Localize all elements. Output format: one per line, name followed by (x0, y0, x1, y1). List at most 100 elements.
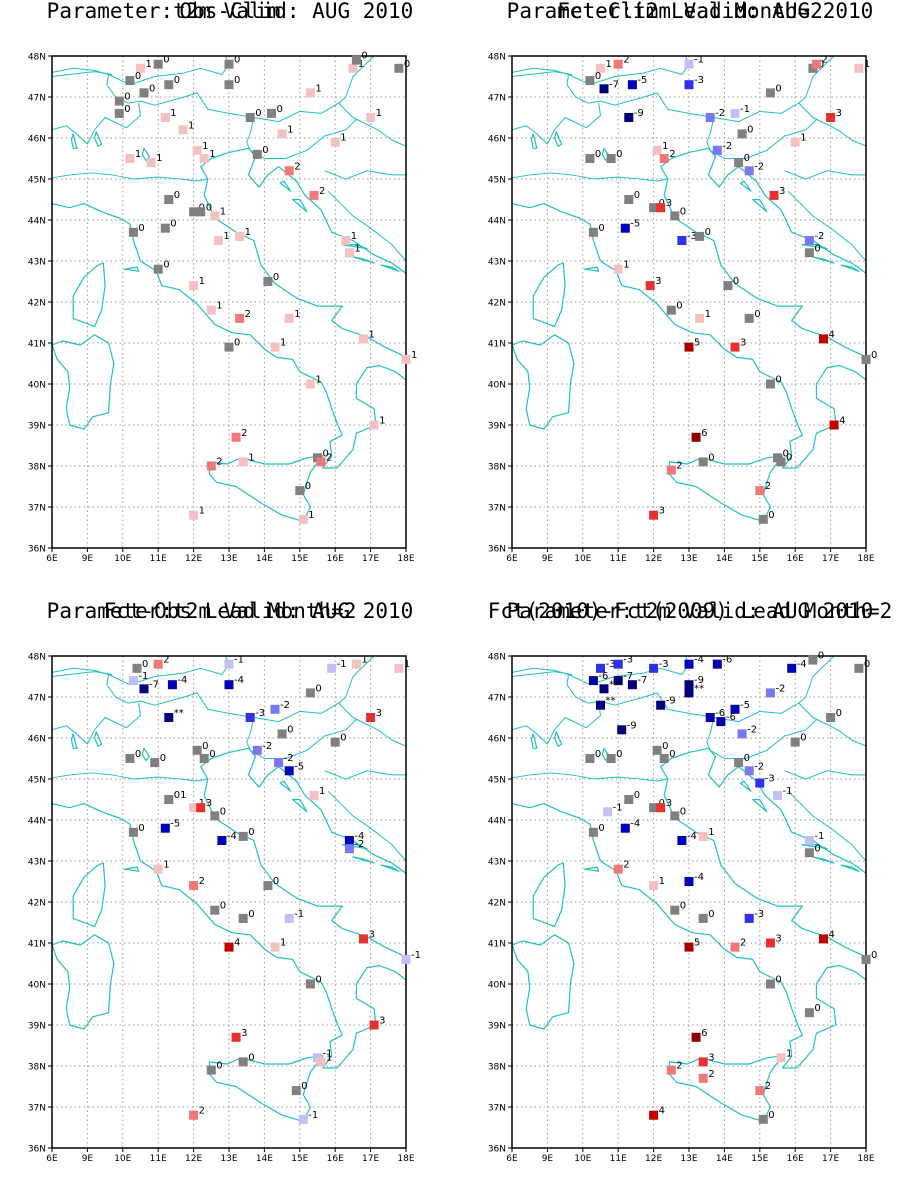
x-tick-label: 12E (185, 1154, 202, 1164)
y-tick-label: 45N (28, 176, 46, 186)
station-value-label: ** (174, 708, 184, 719)
station-marker (723, 281, 733, 291)
station-value-label: 4 (829, 329, 835, 340)
station-value-label: 0 (708, 452, 714, 463)
coast-island (584, 866, 600, 872)
station-marker (298, 1114, 308, 1124)
station-marker (128, 827, 138, 837)
station-marker (305, 88, 315, 98)
station-marker (744, 166, 754, 176)
y-tick-label: 36N (28, 545, 46, 555)
station-value-label: 0 (733, 276, 739, 287)
station-value-label: 0 (616, 149, 622, 160)
x-tick-label: 10E (114, 1154, 131, 1164)
station-value-label: 3 (241, 1028, 247, 1039)
border (568, 56, 835, 104)
coast-mainland (512, 147, 866, 469)
station-marker (238, 457, 248, 467)
station-marker (705, 713, 715, 722)
station-value-label: 0 (248, 1052, 254, 1063)
station-value-label: 0 (680, 901, 686, 912)
y-tick-label: 39N (28, 422, 46, 432)
station-marker (620, 823, 630, 833)
station-marker (652, 745, 662, 755)
station-marker (670, 811, 680, 821)
station-marker (245, 113, 255, 122)
station-value-label: -3 (687, 231, 697, 242)
panel-title-line1: Parameter:t2m Valid: AUG 2010 (506, 599, 874, 623)
station-value-label: 1 (376, 108, 382, 119)
station-marker (705, 113, 715, 122)
station-value-label: 0 (744, 753, 750, 764)
y-tick-label: 41N (488, 940, 506, 950)
station-marker (210, 211, 220, 221)
station-marker (804, 836, 814, 845)
station-value-label: 1 (786, 1048, 792, 1059)
station-value-label: 0 (754, 309, 760, 320)
lake (141, 747, 150, 762)
station-value-label: 2 (199, 1106, 205, 1117)
station-value-label: 1 (223, 231, 229, 242)
station-marker (224, 80, 234, 90)
station-map: 6E 9E 10E 11E 12E 13E 14E 15E 16E 17E 18E 36N 37N 38N… (488, 53, 878, 565)
lake (601, 147, 610, 162)
coast-island (72, 262, 106, 328)
station-marker (128, 676, 138, 686)
lake (553, 131, 563, 147)
grid (512, 56, 866, 548)
panel-obs-clim: Parameter:t2m Valid: AUG 2010 Obs-Clim 6… (0, 0, 460, 600)
station-value-label: -2 (754, 161, 764, 172)
station-value-label: -4 (234, 675, 244, 686)
x-tick-label: 12E (645, 1154, 662, 1164)
station-value-label: 0 (262, 145, 268, 156)
lake (93, 731, 103, 747)
station-marker (613, 59, 623, 69)
station-value-label: -4 (687, 831, 697, 842)
station-value-label: 0 (676, 301, 682, 312)
station-marker (192, 745, 202, 755)
x-tick-label: 18E (857, 1154, 874, 1164)
station-marker (252, 149, 262, 159)
x-tick-label: 9E (82, 554, 94, 564)
axes: 6E 9E 10E 11E 12E 13E 14E 15E 16E 17E 18E 36N 37N 38N… (488, 53, 875, 565)
axes: 6E 9E 10E 11E 12E 13E 14E 15E 16E 17E 18E 36N 37N 38N… (28, 653, 415, 1165)
axes: 6E 9E 10E 11E 12E 13E 14E 15E 16E 17E 18E 36N 37N 38N… (28, 53, 415, 565)
station-value-label: -1 (814, 831, 824, 842)
station-marker (804, 236, 814, 245)
station-marker (790, 137, 800, 147)
coast-island (739, 180, 752, 192)
station-value-label: -7 (609, 79, 619, 90)
x-tick-label: 6E (46, 1154, 58, 1164)
y-tick-label: 48N (488, 53, 506, 63)
station-value-label: 1 (245, 227, 251, 238)
station-value-label: 1 (188, 120, 194, 131)
station-value-label: 0 (255, 108, 261, 119)
station-value-label: 0 (220, 901, 226, 912)
y-tick-label: 44N (28, 817, 46, 827)
station-value-label: 1 (287, 124, 293, 135)
border (787, 190, 866, 262)
station-value-label: 0 (814, 843, 820, 854)
x-tick-label: 18E (397, 1154, 414, 1164)
station-marker (164, 195, 174, 204)
station-marker (698, 913, 708, 923)
y-tick-label: 38N (488, 463, 506, 473)
station-marker (737, 129, 747, 139)
station-marker (734, 158, 744, 168)
station-value-label: -3 (623, 655, 633, 666)
y-tick-label: 38N (488, 1063, 506, 1073)
x-tick-label: 13E (680, 554, 697, 564)
station-marker (684, 59, 694, 69)
station-marker (755, 778, 765, 788)
station-value-label: 2 (821, 55, 827, 66)
station-value-label: 0 (340, 733, 346, 744)
station-value-label: 3 (836, 108, 842, 119)
station-value-label: 2 (765, 1081, 771, 1092)
coast-island (292, 798, 308, 813)
x-tick-label: 12E (185, 554, 202, 564)
station-marker (316, 1057, 326, 1067)
station-value-label: 0 (287, 724, 293, 735)
coast-island (208, 1055, 324, 1122)
border (324, 170, 406, 180)
station-marker (617, 725, 627, 735)
